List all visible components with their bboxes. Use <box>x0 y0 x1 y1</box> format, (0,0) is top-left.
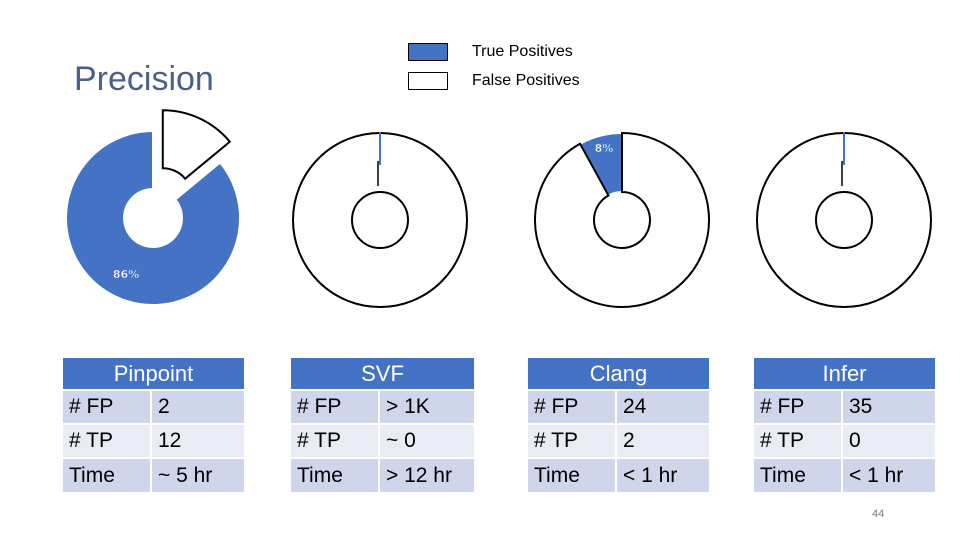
table-cell: 2 <box>150 389 244 424</box>
table-row: Time < 1 hr <box>754 457 935 492</box>
table-cell: Time <box>291 457 379 492</box>
table-row: # FP 2 <box>63 389 244 424</box>
table-cell: > 12 hr <box>378 457 474 492</box>
table-row: # TP 2 <box>528 423 709 458</box>
legend-swatch-false-positives <box>408 71 448 90</box>
table-cell: # FP <box>291 389 379 424</box>
table-clang: Clang # FP 24 # TP 2 Time < 1 hr <box>528 358 709 492</box>
table-cell: # TP <box>754 423 842 458</box>
table-cell: Time <box>754 457 842 492</box>
table-cell: Time <box>63 457 151 492</box>
table-cell: # FP <box>528 389 616 424</box>
pie-data-label: 8% <box>595 142 614 155</box>
table-cell: 35 <box>841 389 935 424</box>
table-cell: < 1 hr <box>615 457 709 492</box>
table-header: Pinpoint <box>63 358 244 390</box>
pie-slice-false-positives <box>755 132 933 308</box>
legend-label-true-positives: True Positives <box>472 42 573 60</box>
table-header: Clang <box>528 358 709 390</box>
table-cell: 24 <box>615 389 709 424</box>
table-row: # FP 35 <box>754 389 935 424</box>
table-infer: Infer # FP 35 # TP 0 Time < 1 hr <box>754 358 935 492</box>
table-cell: # FP <box>63 389 151 424</box>
table-cell: # TP <box>528 423 616 458</box>
table-header: Infer <box>754 358 935 390</box>
table-cell: ~ 0 <box>378 423 474 458</box>
legend-swatch-true-positives <box>408 42 448 61</box>
table-row: # TP 0 <box>754 423 935 458</box>
legend: True Positives False Positives <box>408 37 580 95</box>
table-cell: ~ 5 hr <box>150 457 244 492</box>
table-cell: > 1K <box>378 389 474 424</box>
pie-charts: 86% 8% <box>65 109 933 308</box>
table-svf: SVF # FP > 1K # TP ~ 0 Time > 12 hr <box>291 358 474 492</box>
table-row: # TP ~ 0 <box>291 423 474 458</box>
table-row: Time < 1 hr <box>528 457 709 492</box>
table-row: # FP > 1K <box>291 389 474 424</box>
pie-data-label: 86% <box>113 268 139 281</box>
slide-title: Precision <box>74 60 214 98</box>
table-row: Time ~ 5 hr <box>63 457 244 492</box>
table-cell: 2 <box>615 423 709 458</box>
table-cell: 12 <box>150 423 244 458</box>
legend-item-true-positives: True Positives <box>408 37 580 66</box>
table-cell: # FP <box>754 389 842 424</box>
table-cell: # TP <box>63 423 151 458</box>
table-row: # TP 12 <box>63 423 244 458</box>
legend-label-false-positives: False Positives <box>472 71 580 89</box>
pie-slice-false-positives <box>533 131 710 308</box>
table-cell: < 1 hr <box>841 457 935 492</box>
table-cell: 0 <box>841 423 935 458</box>
table-pinpoint: Pinpoint # FP 2 # TP 12 Time ~ 5 hr <box>63 358 244 492</box>
legend-item-false-positives: False Positives <box>408 66 580 95</box>
page-number: 44 <box>872 508 885 520</box>
pie-slice-false-positives <box>161 109 232 181</box>
table-cell: # TP <box>291 423 379 458</box>
table-row: Time > 12 hr <box>291 457 474 492</box>
table-header: SVF <box>291 358 474 390</box>
pie-slice-false-positives <box>291 132 469 308</box>
table-cell: Time <box>528 457 616 492</box>
pie-slice-true-positives <box>65 129 241 306</box>
table-row: # FP 24 <box>528 389 709 424</box>
